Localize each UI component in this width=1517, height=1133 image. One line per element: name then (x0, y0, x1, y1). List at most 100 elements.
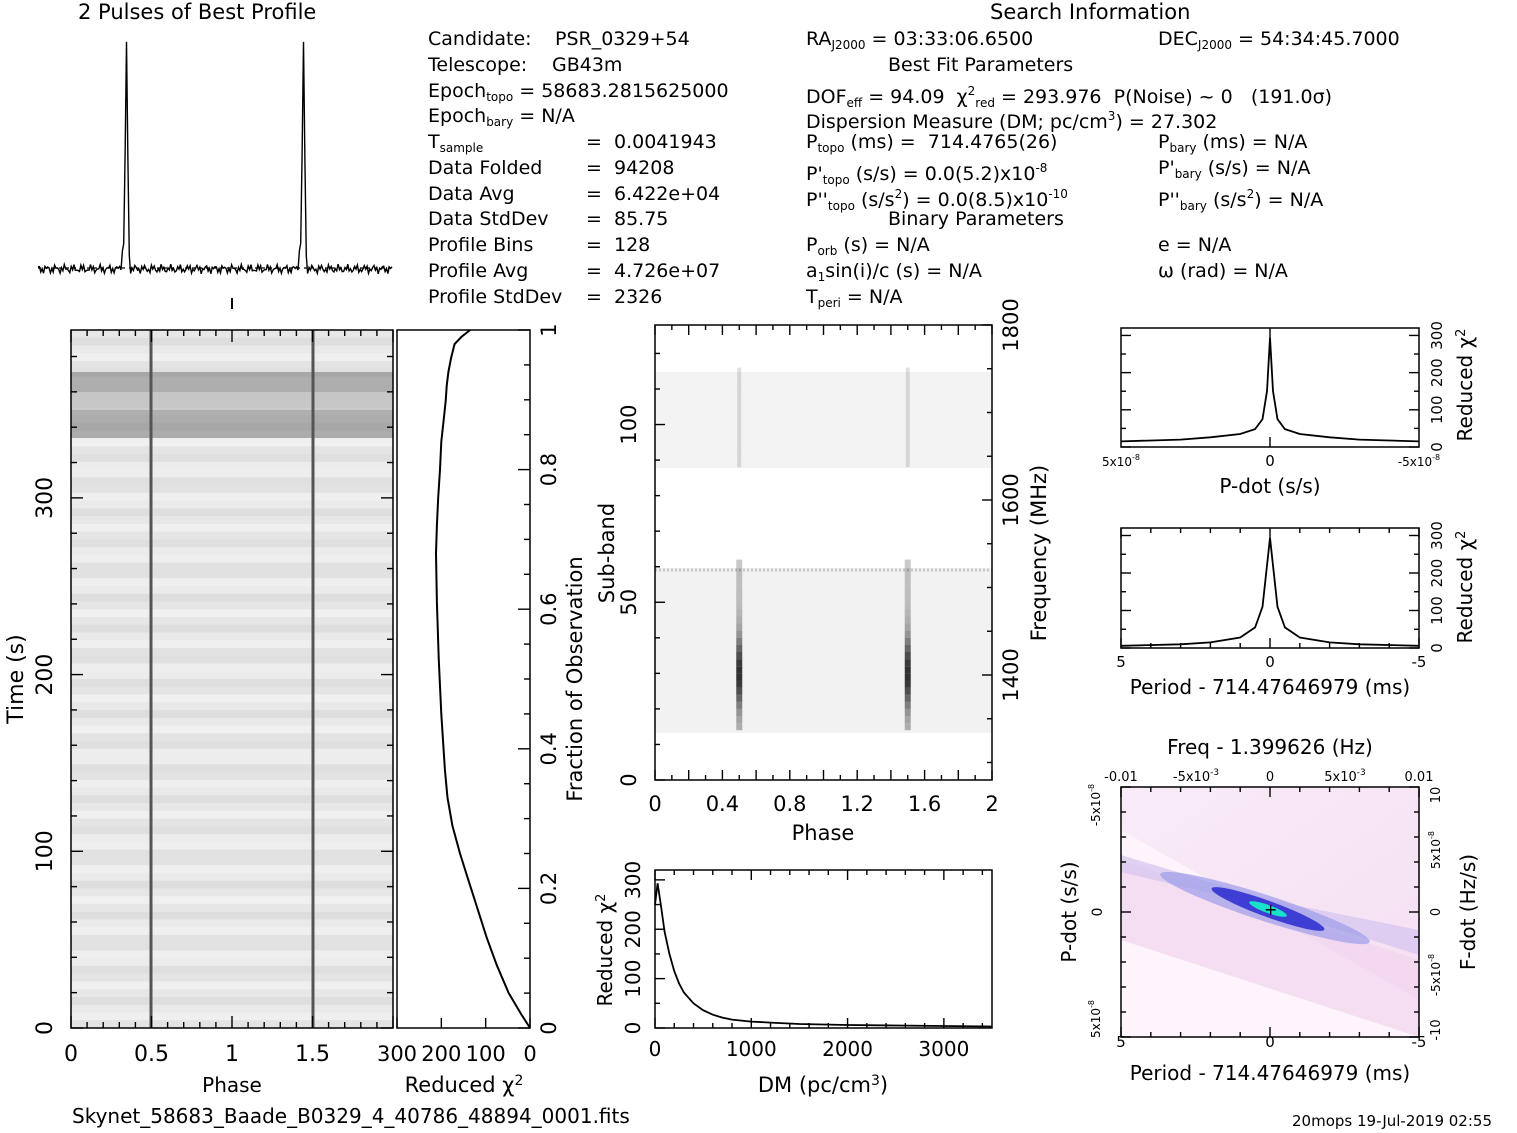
time-phase-row (71, 849, 393, 858)
prof-std-label: Profile StdDev (428, 286, 563, 308)
data-avg-value: = 6.422e+04 (586, 183, 721, 205)
pd-topo: P'topo (s/s) = 0.0(5.2)x10-8 (806, 161, 1048, 187)
subband-pulse-cell (737, 431, 742, 439)
time-phase-row (71, 872, 393, 882)
time-phase-row (71, 919, 393, 928)
prof-std-number: 2326 (614, 286, 663, 308)
best-fit-title: Best Fit Parameters (888, 54, 1074, 76)
footer-timestamp: 20mops 19-Jul-2019 02:55 (1292, 1112, 1492, 1130)
time-chi2-xlabel: Reduced χ2 (405, 1073, 524, 1097)
period-xtick-label: 0 (1265, 653, 1275, 671)
subband-pulse-cell (904, 595, 911, 603)
time-phase-row (71, 663, 393, 672)
time-chi2-xtick-label: 300 (377, 1042, 417, 1066)
ppdot-ylabel: P-dot (s/s) (1057, 861, 1081, 962)
subband-pulse-cell (905, 460, 910, 468)
time-phase-row (71, 492, 393, 502)
subband-pulse-cell (737, 445, 742, 453)
time-phase-row (71, 609, 393, 618)
subband-pulse-cell (904, 666, 911, 674)
time-phase-row (71, 973, 393, 982)
time-phase-row (71, 516, 393, 525)
time-phase-row (71, 531, 393, 540)
pdot-xtick-label: 0 (1265, 452, 1275, 470)
time-phase-row (71, 810, 393, 820)
ecc-value: N/A (1197, 234, 1232, 256)
dm-xlabel: DM (pc/cm3) (758, 1073, 888, 1097)
subband-pulse-cell (904, 701, 911, 709)
time-phase-row (71, 741, 393, 750)
subband-pulse-cell (904, 723, 911, 731)
t-sample-value: = 0.0041943 (586, 131, 717, 153)
time-phase-ytick-label: 100 (33, 830, 58, 872)
p-bary: Pbary (ms) = N/A (1158, 131, 1308, 155)
sigma-value: (191.0σ) (1250, 86, 1333, 108)
subband-pulse-cell (905, 403, 910, 411)
dm-ylabel: Reduced χ2 (593, 894, 617, 1007)
prof-std-value: = 2326 (586, 286, 663, 308)
time-phase-row (71, 779, 393, 789)
time-phase-row (71, 896, 393, 905)
candidate-label: Candidate: (428, 28, 532, 50)
t-sample-number: 0.0041943 (614, 131, 717, 153)
subband-pulse-cell (737, 388, 742, 397)
time-phase-xtick-label: 1.5 (295, 1042, 330, 1067)
omega-value: N/A (1254, 260, 1288, 282)
time-phase-xlabel: Phase (202, 1073, 262, 1097)
pdot-ytick-label: 300 (1428, 321, 1446, 350)
time-chi2-xtick-label: 100 (466, 1042, 506, 1066)
binary-title: Binary Parameters (888, 208, 1064, 230)
time-phase-row (71, 508, 393, 517)
time-phase-row (71, 733, 393, 742)
subband-pulse-cell (904, 673, 911, 681)
time-phase-ytick-label: 300 (33, 477, 58, 519)
dm-xtick-label: 1000 (726, 1037, 777, 1061)
p-orb: Porb (s) = N/A (806, 234, 930, 258)
pdot-xlabel: P-dot (s/s) (1219, 474, 1320, 498)
time-chi2-ytick-label: 0.4 (537, 732, 561, 765)
subband-active-upper (655, 372, 992, 468)
ppdot-x2tick-label: 0 (1266, 770, 1274, 785)
subband-pulse-cell (736, 559, 743, 567)
subband-pulse-cell (904, 687, 911, 695)
subband-pulse-cell (736, 623, 743, 631)
period-ytick-label: 100 (1428, 596, 1446, 625)
subband-pulse-cell (736, 652, 743, 660)
subband-pulse-cell (736, 694, 743, 702)
time-phase-row (71, 958, 393, 967)
ppdot-xtick-label: 0 (1265, 1033, 1275, 1051)
subband-pulse-cell (905, 417, 910, 425)
prof-avg-value: = 4.726e+07 (586, 260, 721, 282)
subband-pulse-cell (904, 659, 911, 667)
subband-pulse-cell (904, 652, 911, 660)
subband-pulse-cell (904, 602, 911, 610)
pd-bary-value: N/A (1276, 157, 1311, 179)
subband-pulse-cell (904, 623, 911, 631)
data-std-number: 85.75 (614, 208, 669, 230)
time-phase-row (71, 834, 393, 843)
dm-ytick-label: 100 (621, 960, 645, 998)
subband-pulse-cell (904, 559, 911, 567)
time-phase-xtick-label: 0 (64, 1042, 78, 1067)
pdot-ytick-label: 100 (1428, 395, 1446, 424)
time-phase-row (71, 725, 393, 734)
subband-ytick-label: 50 (617, 589, 641, 616)
subband-pulse-cell (736, 659, 743, 667)
subband-phase-plot: 0 0.4 0.8 1.2 1.6 2 Phase 0 50 100 Sub-band 1400 160… (595, 298, 1051, 845)
time-phase-row (71, 880, 393, 889)
candidate-value: PSR_0329+54 (555, 28, 690, 50)
time-phase-row (71, 950, 393, 959)
subband-pulse-cell (904, 588, 911, 596)
subband-pulse-cell (736, 644, 743, 653)
time-phase-row (71, 601, 393, 610)
subband-pulse-cell (737, 374, 742, 382)
subband-pulse-cell (736, 616, 743, 624)
period-chi2-curve (1120, 537, 1420, 647)
time-chi2-curve (434, 329, 531, 1029)
search-info-title: Search Information (990, 0, 1191, 24)
ppdot-ytick-label: 5x10-8 (1087, 1000, 1103, 1038)
subband-pulse-cell (904, 630, 911, 638)
subband-xtick-label: 0.4 (706, 792, 739, 816)
